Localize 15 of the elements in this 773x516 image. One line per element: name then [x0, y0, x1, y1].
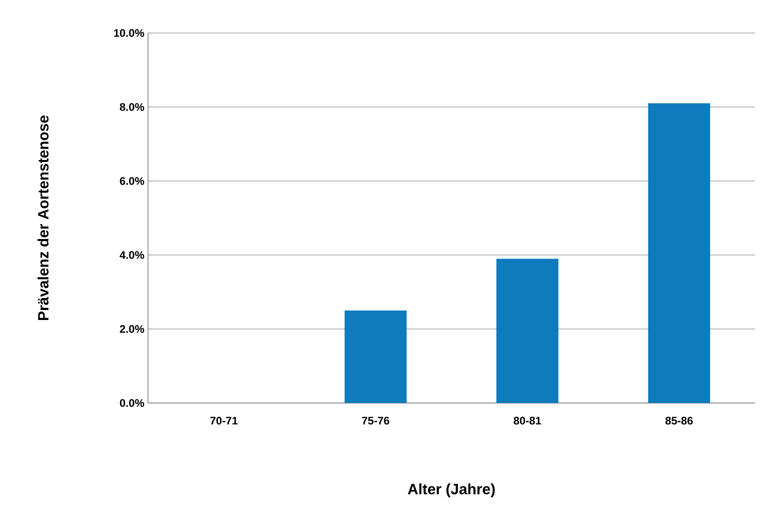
y-tick-label: 10.0%: [114, 29, 144, 37]
bar: [496, 258, 558, 403]
y-tick-label: 8.0%: [120, 103, 144, 111]
x-tick-label: 85-86: [665, 416, 693, 425]
bar: [648, 103, 710, 403]
y-axis-title: Prävalenz der Aortenstenose: [38, 116, 49, 320]
x-tick-label: 70-71: [210, 416, 238, 425]
x-axis-title: Alter (Jahre): [408, 483, 495, 498]
bar: [344, 310, 407, 403]
y-tick-label: 4.0%: [120, 251, 144, 259]
y-tick-label: 6.0%: [120, 177, 144, 185]
y-tick-label: 0.0%: [120, 399, 144, 407]
y-tick-label: 2.0%: [120, 325, 144, 333]
x-tick-label: 80-81: [514, 416, 542, 425]
x-tick-label: 75-76: [362, 416, 390, 425]
